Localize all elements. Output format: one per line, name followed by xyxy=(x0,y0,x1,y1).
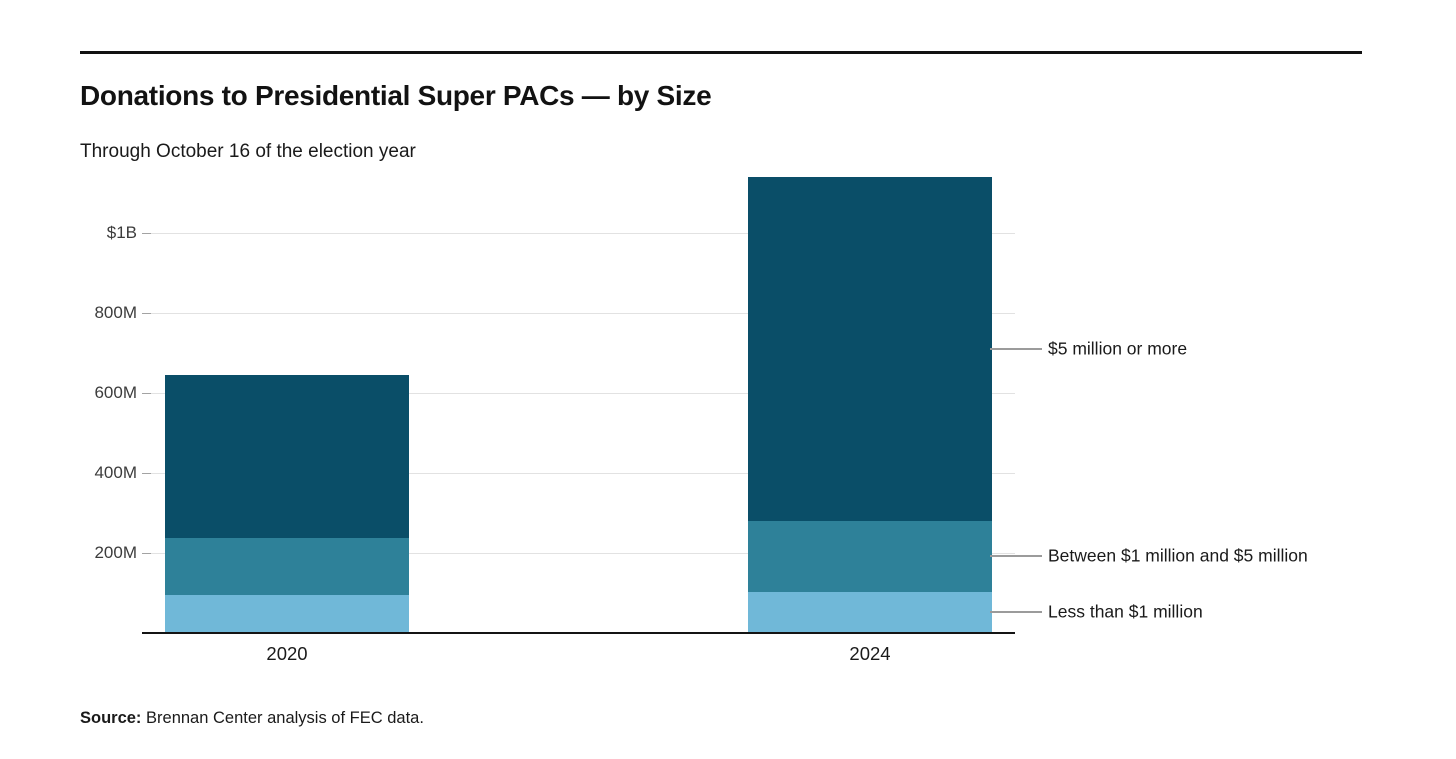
y-axis-label-200m: 200M xyxy=(94,543,137,562)
y-axis-label-400m: 400M xyxy=(94,463,137,482)
annotation-line-between-1m-and-5m xyxy=(990,555,1042,558)
bar-2024-segment-between-1m-and-5m xyxy=(748,521,992,592)
y-axis-label-800m: 800M xyxy=(94,303,137,322)
bar-2020-segment-less-than-1m xyxy=(165,595,409,633)
x-axis-line xyxy=(142,632,1015,634)
gridline-400m xyxy=(142,473,1015,474)
x-axis-label-2024: 2024 xyxy=(849,643,891,664)
bar-2024-segment-5m-or-more xyxy=(748,177,992,521)
annotation-line-5m-or-more xyxy=(990,348,1042,350)
annotation-less-than-1m: Less than $1 million xyxy=(1048,601,1203,622)
y-axis-tick-200m xyxy=(142,553,151,554)
annotation-between-1m-and-5m: Between $1 million and $5 million xyxy=(1048,545,1308,566)
top-rule xyxy=(80,51,1362,54)
source-label: Source: xyxy=(80,709,142,727)
y-axis-tick-1000m xyxy=(142,233,151,234)
gridline-800m xyxy=(142,313,1015,314)
bar-2024-segment-less-than-1m xyxy=(748,591,992,633)
source-text: Brennan Center analysis of FEC data. xyxy=(141,709,424,727)
gridline-200m xyxy=(142,553,1015,554)
annotation-line-less-than-1m xyxy=(990,611,1042,614)
chart-title: Donations to Presidential Super PACs — b… xyxy=(80,80,712,111)
source-note: Source: Brennan Center analysis of FEC d… xyxy=(80,709,424,728)
y-axis-label-600m: 600M xyxy=(94,383,137,402)
bar-2020-segment-between-1m-and-5m xyxy=(165,538,409,595)
gridline-1000m xyxy=(142,233,1015,234)
bar-2020-segment-5m-or-more xyxy=(165,375,409,539)
annotation-5m-or-more: $5 million or more xyxy=(1048,338,1188,359)
y-axis-label-1000m: $1B xyxy=(106,223,137,242)
chart-subtitle: Through October 16 of the election year xyxy=(80,141,416,162)
y-axis-tick-600m xyxy=(142,393,151,394)
y-axis-tick-800m xyxy=(142,313,151,314)
x-axis-label-2020: 2020 xyxy=(266,643,308,664)
gridline-600m xyxy=(142,393,1015,394)
y-axis-tick-400m xyxy=(142,473,151,474)
